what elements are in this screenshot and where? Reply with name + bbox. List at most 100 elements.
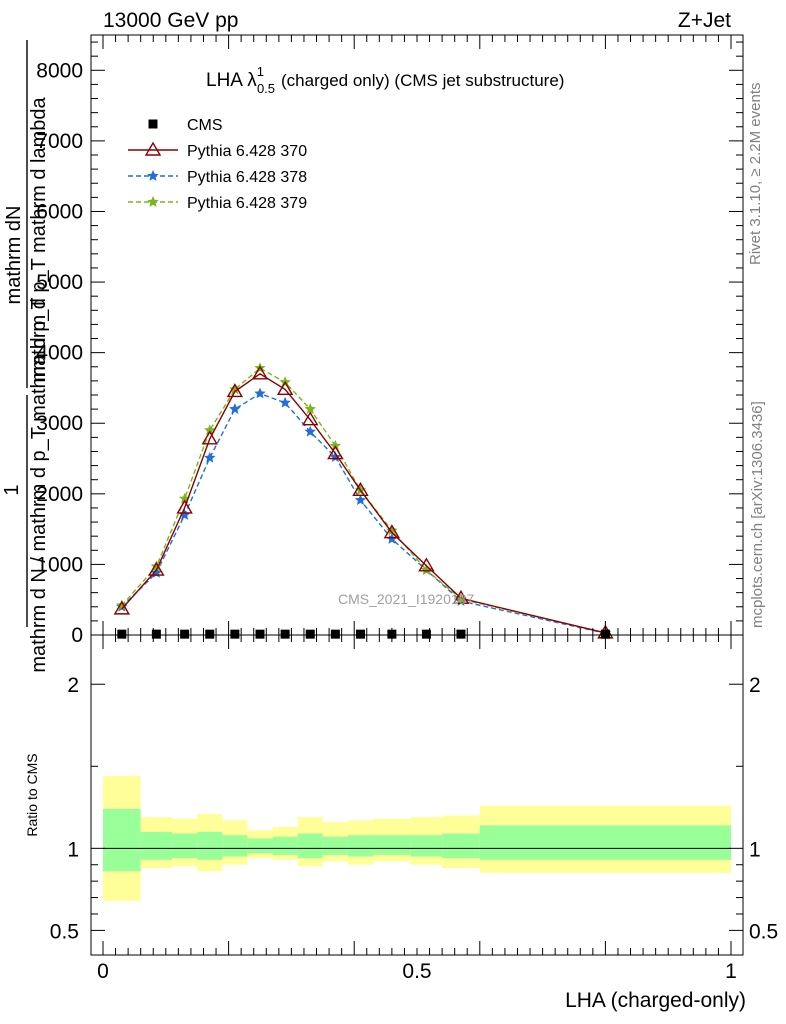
ratio-panel: 0.5 0.5 1 1 2 2 0 0.5 1 [50, 634, 778, 983]
main-ytick-label-3: 3000 [36, 412, 83, 435]
ratio-xtick-label-0: 0 [97, 960, 109, 983]
ylabel-outer-numerator: 1 [1, 484, 23, 495]
data-point-2-2 [178, 509, 191, 520]
data-point-1-9 [352, 481, 369, 496]
ratio-frame [90, 634, 744, 956]
legend: CMS Pythia 6.428 370 Pythia 6.428 378 Pythi… [128, 117, 307, 212]
ratio-stat-band-3 [197, 831, 223, 860]
series-line-2 [121, 392, 606, 634]
ratio-stat-band-8 [322, 836, 348, 855]
data-point-1-4 [226, 383, 244, 398]
ratio-stat-band-6 [272, 836, 298, 855]
series-line-1 [121, 372, 606, 634]
data-point-3-8 [329, 439, 342, 451]
ratio-stat-band-10 [373, 835, 411, 855]
series-line-3 [121, 367, 606, 634]
data-point-1-6 [276, 380, 294, 396]
data-point-0-12 [456, 629, 466, 639]
legend-label-3: Pythia 6.428 379 [187, 195, 307, 212]
ratio-ytick-label-right-1: 1 [749, 838, 761, 861]
data-point-1-11 [418, 557, 435, 572]
data-point-0-11 [421, 629, 431, 639]
data-point-0-8 [330, 629, 340, 639]
data-point-1-10 [383, 524, 401, 539]
legend-label-2: Pythia 6.428 378 [187, 169, 307, 186]
ratio-ytick-label-0: 0.5 [50, 920, 79, 943]
watermark: CMS_2021_I1920187 [338, 591, 474, 607]
legend-marker-0 [148, 119, 158, 129]
main-ytick-label-8: 8000 [36, 59, 83, 82]
data-point-2-3 [204, 451, 216, 463]
data-point-1-1 [148, 561, 165, 576]
data-point-2-4 [229, 403, 241, 414]
data-point-2-7 [304, 425, 316, 437]
ratio-stat-band-5 [247, 838, 273, 854]
data-point-1-7 [302, 411, 319, 426]
legend-label-1: Pythia 6.428 370 [187, 143, 307, 160]
data-point-3-10 [386, 524, 398, 536]
legend-marker-2 [147, 170, 159, 181]
ratio-stat-band-1 [140, 831, 173, 860]
ylabel-denominator: mathrm d p_T mathrm d lambda [28, 96, 50, 382]
data-point-2-6 [279, 396, 291, 408]
data-point-0-1 [151, 629, 161, 639]
data-point-2-5 [254, 387, 266, 399]
ratio-stat-band-9 [347, 835, 374, 857]
data-point-1-5 [251, 365, 269, 380]
main-ytick-label-5: 5000 [36, 271, 83, 294]
title-sup: 1 [257, 64, 264, 79]
data-point-1-3 [201, 430, 218, 445]
ratio-stat-band-12 [442, 833, 480, 859]
ylabel-outer-denominator: mathrm d N / mathrm d p_T mathrm d p_T [28, 297, 50, 672]
plot-title: LHA λ1 0.5 (charged only) (CMS jet substru… [206, 64, 564, 96]
legend-label-0: CMS [187, 117, 223, 134]
legend-entry-2: Pythia 6.428 378 [128, 169, 307, 186]
data-point-1-12 [452, 589, 470, 604]
ratio-stat-band-13 [479, 825, 731, 860]
title-prefix: LHA λ [206, 70, 257, 91]
title-sub: 0.5 [257, 81, 275, 96]
legend-entry-0: CMS [148, 117, 223, 134]
data-point-0-0 [117, 629, 127, 639]
data-point-3-11 [420, 564, 433, 575]
data-point-0-3 [205, 629, 215, 639]
series-1 [113, 365, 614, 639]
ratio-ytick-label-2: 2 [67, 674, 79, 697]
data-point-0-5 [255, 629, 265, 639]
ratio-ytick-label-right-2: 2 [749, 674, 761, 697]
x-axis-label: LHA (charged-only) [565, 989, 746, 1012]
data-point-1-0 [113, 600, 131, 615]
ratio-ytick-label-right-0: 0.5 [749, 920, 778, 943]
ratio-xtick-label-1: 0.5 [402, 960, 431, 983]
main-ytick-label-1: 1000 [36, 553, 83, 576]
data-point-3-7 [304, 403, 316, 414]
title-suffix: (charged only) (CMS jet substructure) [281, 71, 564, 90]
ratio-stat-band-11 [410, 835, 443, 857]
legend-marker-3 [147, 196, 159, 207]
main-ytick-label-4: 4000 [36, 342, 83, 365]
data-point-0-6 [280, 629, 290, 639]
data-point-2-9 [354, 494, 367, 505]
ylabel-numerator: mathrm dN [3, 206, 25, 305]
main-ytick-label-2: 2000 [36, 483, 83, 506]
main-ytick-label-7: 7000 [36, 130, 83, 153]
ratio-xtick-label-2: 1 [725, 960, 737, 983]
y-axis-label-main: mathrm dN mathrm d p_T mathrm d lambda 1… [1, 40, 50, 673]
ratio-ytick-label-1: 1 [67, 838, 79, 861]
data-point-3-3 [204, 424, 216, 436]
ratio-stat-band-7 [297, 833, 323, 859]
legend-entry-1: Pythia 6.428 370 [128, 141, 307, 160]
data-point-3-4 [229, 383, 241, 395]
main-panel: 0 1000 2000 3000 4000 5000 6000 7000 8000 [36, 34, 744, 647]
rivet-label: Rivet 3.1.10, ≥ 2.2M events [747, 83, 764, 266]
mcplots-label: mcplots.cern.ch [arXiv:1306.3436] [749, 401, 766, 628]
data-point-0-2 [180, 629, 190, 639]
data-point-2-10 [386, 533, 398, 544]
legend-marker-1 [144, 141, 162, 156]
data-point-1-2 [176, 499, 193, 514]
ratio-stat-band-0 [103, 808, 141, 872]
main-ytick-label-6: 6000 [36, 200, 83, 223]
y-axis-label-ratio: Ratio to CMS [24, 753, 40, 836]
header-left: 13000 GeV pp [103, 9, 238, 32]
